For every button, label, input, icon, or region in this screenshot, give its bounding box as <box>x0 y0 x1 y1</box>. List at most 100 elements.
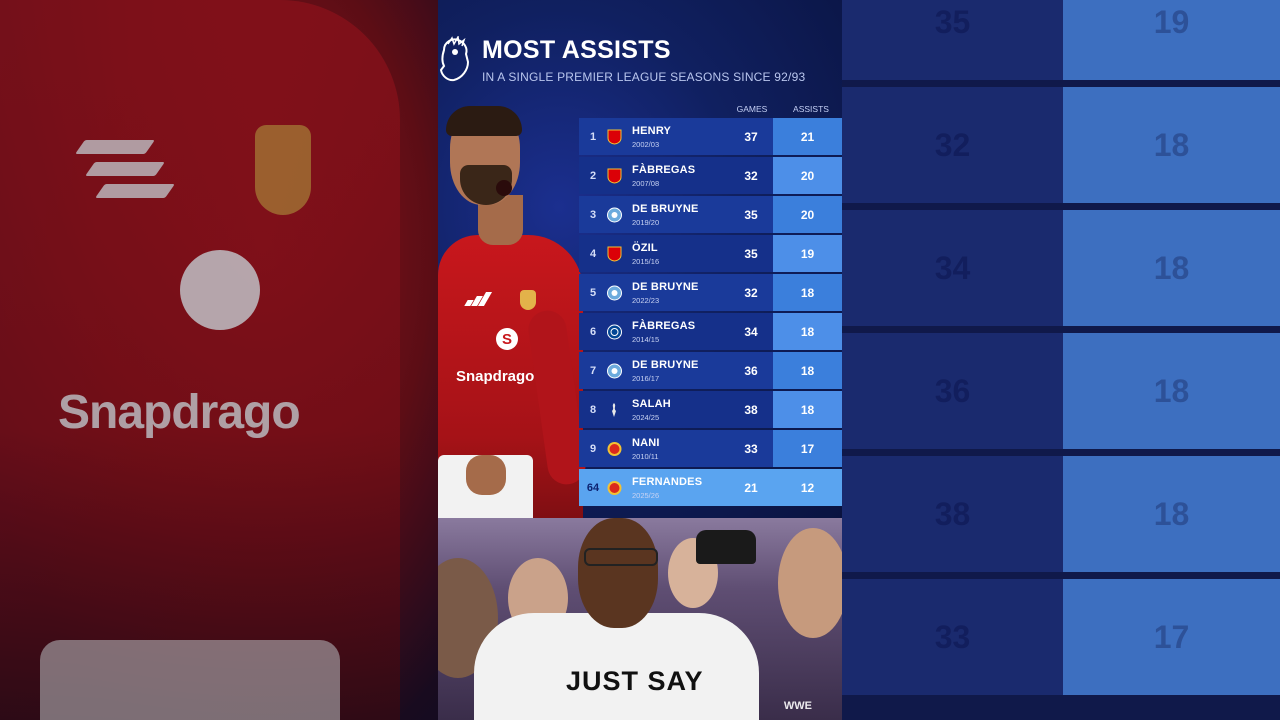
table-row: 5 DE BRUYNE 2022/23 32 18 <box>579 274 842 311</box>
row-games: 32 <box>744 168 758 183</box>
row-rank: 9 <box>589 442 597 455</box>
table-row: 3 DE BRUYNE 2019/20 35 20 <box>579 196 842 233</box>
row-games: 35 <box>744 246 758 261</box>
snapdragon-logo-icon: S <box>496 328 518 350</box>
row-assists: 18 <box>773 352 842 389</box>
row-player-name: HENRY <box>632 125 672 137</box>
background-sponsor-text: Snapdrago <box>58 386 301 439</box>
background-games-value: 38 <box>934 495 971 532</box>
row-assists: 18 <box>773 274 842 311</box>
man-utd-crest-icon <box>607 442 622 456</box>
assists-graphic: MOST ASSISTS IN A SINGLE PREMIER LEAGUE … <box>438 0 842 525</box>
row-season: 2022/23 <box>632 296 660 305</box>
table-row: 2 FÀBREGAS 2007/08 32 20 <box>579 157 842 194</box>
row-rank: 7 <box>589 364 597 377</box>
row-player-name: SALAH <box>632 398 671 410</box>
row-rank: 8 <box>589 403 597 416</box>
table-row: 4 ÖZIL 2015/16 35 19 <box>579 235 842 272</box>
table-row: 9 NANI 2010/11 33 17 <box>579 430 842 467</box>
table-row: 7 DE BRUYNE 2016/17 36 18 <box>579 352 842 389</box>
row-rank: 6 <box>589 325 597 338</box>
background-table-row: 38 18 <box>842 456 1280 572</box>
row-games: 34 <box>744 324 758 339</box>
row-games: 36 <box>744 363 758 378</box>
row-season: 2015/16 <box>632 257 660 266</box>
center-content: MOST ASSISTS IN A SINGLE PREMIER LEAGUE … <box>438 0 842 720</box>
glasses-icon <box>584 548 658 566</box>
man-city-crest-icon <box>607 207 622 223</box>
sponsor-logo-icon <box>180 250 260 330</box>
background-table-row: 35 19 <box>842 0 1280 80</box>
row-season: 2002/03 <box>632 140 660 149</box>
graphic-subtitle: IN A SINGLE PREMIER LEAGUE SEASONS SINCE… <box>482 70 806 84</box>
row-player-name: DE BRUYNE <box>632 359 699 371</box>
background-assists-value: 18 <box>1153 372 1190 409</box>
shirt-text: JUST SAY <box>566 666 704 696</box>
man-utd-crest-icon <box>520 290 536 310</box>
background-games-value: 32 <box>934 126 971 163</box>
background-assists-value: 19 <box>1153 3 1190 40</box>
row-assists: 18 <box>773 391 842 428</box>
row-player-name: DE BRUYNE <box>632 281 699 293</box>
background-assists-value: 18 <box>1153 126 1190 163</box>
row-games: 38 <box>744 402 758 417</box>
row-player-name: DE BRUYNE <box>632 203 699 215</box>
background-assists-value: 17 <box>1153 618 1190 655</box>
row-season: 2024/25 <box>632 413 660 422</box>
liverpool-crest-icon <box>612 403 616 417</box>
background-games-value: 36 <box>934 372 971 409</box>
man-city-crest-icon <box>607 285 622 301</box>
background-table-row: 33 17 <box>842 579 1280 695</box>
row-games: 32 <box>744 285 758 300</box>
row-season: 2014/15 <box>632 335 660 344</box>
background-table-row: 36 18 <box>842 333 1280 449</box>
fan-face <box>578 518 658 628</box>
row-season: 2016/17 <box>632 374 660 383</box>
row-season: 2019/20 <box>632 218 660 227</box>
club-crest-icon <box>255 125 311 215</box>
row-assists: 20 <box>773 157 842 194</box>
player-photo: S Snapdrago <box>438 106 588 525</box>
background-table-row: 34 18 <box>842 210 1280 326</box>
row-rank: 4 <box>589 247 597 260</box>
row-rank: 64 <box>586 481 600 494</box>
row-games: 35 <box>744 207 758 222</box>
background-left-blur: Snapdrago <box>0 0 438 720</box>
row-rank: 3 <box>589 208 597 221</box>
blurred-jersey <box>0 0 400 720</box>
background-games-value: 34 <box>934 249 971 286</box>
arsenal-crest-icon <box>607 129 622 145</box>
table-row: 8 SALAH 2024/25 38 18 <box>579 391 842 428</box>
fedora-hat <box>696 530 756 564</box>
row-assists: 18 <box>773 313 842 350</box>
background-assists-value: 18 <box>1153 249 1190 286</box>
row-player-name: NANI <box>632 437 660 449</box>
chelsea-crest-icon <box>607 324 622 340</box>
row-player-name: FÀBREGAS <box>632 320 696 332</box>
row-season: 2025/26 <box>632 491 660 500</box>
background-assists-value: 18 <box>1153 495 1190 532</box>
graphic-title: MOST ASSISTS <box>482 36 671 64</box>
row-rank: 2 <box>589 169 597 182</box>
arsenal-crest-icon <box>607 246 622 262</box>
row-season: 2007/08 <box>632 179 660 188</box>
white-shirt <box>474 613 759 720</box>
table-row: 1 HENRY 2002/03 37 21 <box>579 118 842 155</box>
row-games: 37 <box>744 129 758 144</box>
row-rank: 5 <box>589 286 597 299</box>
man-city-crest-icon <box>607 363 622 379</box>
column-header-games: GAMES <box>736 104 768 114</box>
row-player-name: FÀBREGAS <box>632 164 696 176</box>
row-games: 33 <box>744 441 758 456</box>
table-row: 6 FÀBREGAS 2014/15 34 18 <box>579 313 842 350</box>
reaction-crowd-photo: JUST SAY WWE <box>438 518 842 720</box>
row-assists: 12 <box>773 469 842 506</box>
background-right-blur: 35 19 32 18 34 18 36 18 38 18 33 17 <box>842 0 1280 720</box>
row-player-name: ÖZIL <box>632 242 658 254</box>
row-player-name: FERNANDES <box>632 476 703 488</box>
premier-league-lion-icon <box>439 36 470 82</box>
row-games: 21 <box>744 480 758 495</box>
arsenal-crest-icon <box>607 168 622 184</box>
table-row: 64 FERNANDES 2025/26 21 12 <box>579 469 842 506</box>
row-assists: 19 <box>773 235 842 272</box>
